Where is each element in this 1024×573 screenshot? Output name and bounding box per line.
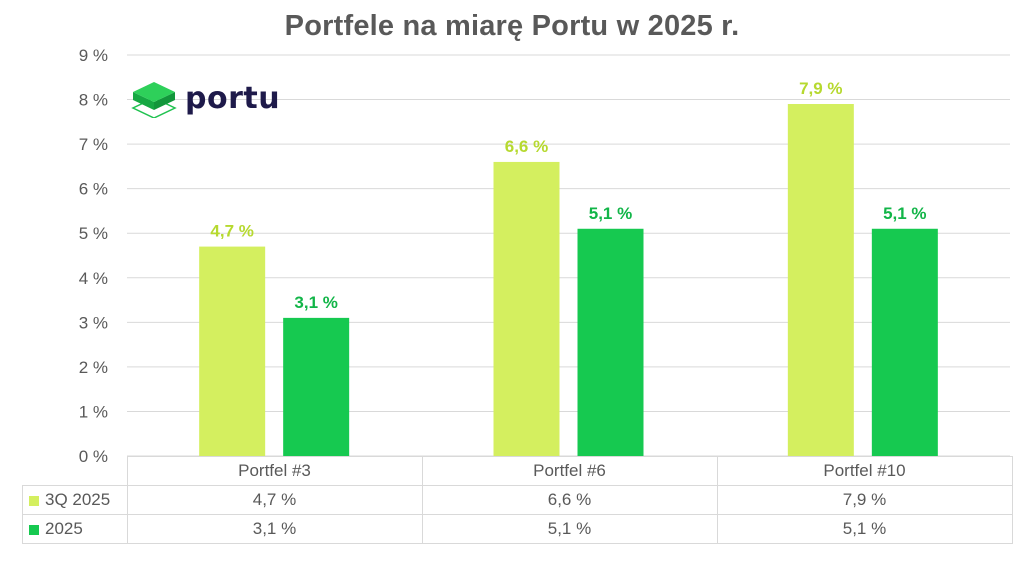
bar [199, 246, 266, 456]
portu-logo-icon [131, 82, 177, 118]
series-name-cell: 3Q 2025 [22, 485, 128, 515]
y-tick-label: 0 % [79, 447, 108, 466]
table-header-cell: Portfel #10 [716, 456, 1013, 486]
table-corner [23, 457, 128, 486]
table-header-cell: Portfel #6 [421, 456, 718, 486]
portu-logo: portu [131, 78, 280, 118]
table-row: 2025 3,1 % 5,1 % 5,1 % [22, 514, 1013, 544]
y-tick-label: 8 % [79, 91, 108, 110]
table-header-row: Portfel #3 Portfel #6 Portfel #10 [23, 456, 1013, 486]
data-label: 7,9 % [799, 79, 842, 98]
table-cell: 7,9 % [716, 485, 1013, 515]
bar [787, 104, 854, 456]
table-cell: 6,6 % [421, 485, 718, 515]
table-cell: 5,1 % [716, 514, 1013, 544]
y-tick-label: 3 % [79, 313, 108, 332]
bar [871, 228, 938, 456]
y-axis-ticks: 0 % 1 % 2 % 3 % 4 % 5 % 6 % 7 % 8 % 9 % [79, 46, 108, 466]
gridlines [127, 54, 1010, 457]
data-labels: 4,7 % 3,1 % 6,6 % 5,1 % 7,9 % 5,1 % [210, 79, 926, 312]
table-cell: 3,1 % [126, 514, 423, 544]
y-tick-label: 4 % [79, 269, 108, 288]
data-label: 4,7 % [210, 222, 253, 241]
data-label: 6,6 % [505, 137, 548, 156]
bar [283, 317, 350, 456]
table-header-cell: Portfel #3 [126, 456, 423, 486]
data-label: 5,1 % [883, 204, 926, 223]
chart-title: Portfele na miarę Portu w 2025 r. [284, 10, 740, 42]
table-row: 3Q 2025 4,7 % 6,6 % 7,9 % [22, 485, 1013, 515]
y-tick-label: 1 % [79, 402, 108, 421]
legend-swatch-2025 [29, 524, 39, 535]
data-label: 3,1 % [294, 293, 337, 312]
portu-logo-text: portu [185, 80, 281, 116]
y-tick-label: 7 % [79, 135, 108, 154]
table-cell: 4,7 % [126, 485, 423, 515]
y-tick-label: 9 % [79, 46, 108, 65]
bar [577, 228, 644, 456]
series-name: 2025 [45, 519, 83, 538]
y-tick-label: 2 % [79, 358, 108, 377]
data-label: 5,1 % [589, 204, 632, 223]
data-table: Portfel #3 Portfel #6 Portfel #10 3Q 202… [22, 456, 1013, 544]
series-name: 3Q 2025 [45, 490, 111, 509]
series-name-cell: 2025 [22, 514, 128, 544]
y-tick-label: 5 % [79, 224, 108, 243]
y-tick-label: 6 % [79, 180, 108, 199]
bar [493, 161, 560, 456]
legend-swatch-3q-2025 [29, 495, 39, 506]
table-cell: 5,1 % [421, 514, 718, 544]
bars [199, 104, 938, 456]
